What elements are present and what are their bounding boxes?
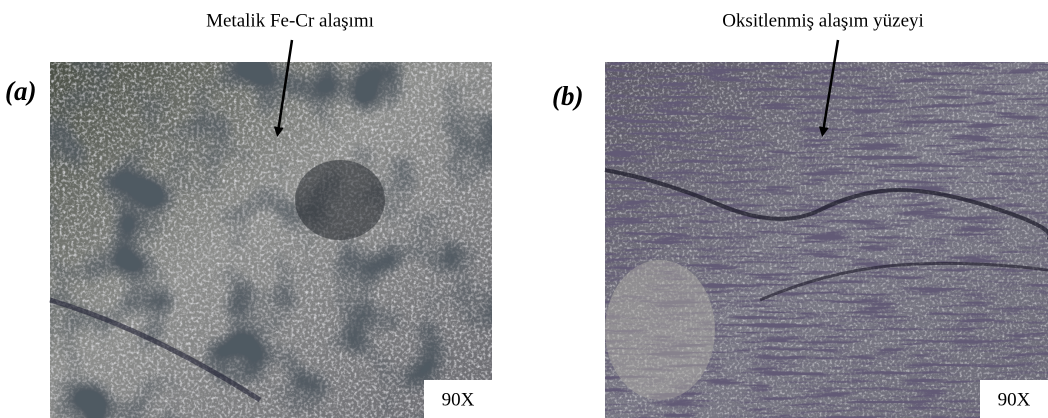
magnification: 90X [998,389,1031,410]
panel-label: (b) [552,81,583,111]
panel-label: (a) [5,76,36,106]
panel-a: Metalik Fe-Cr alaşımı (a) 90X [5,10,492,418]
panel-b: Oksitlenmiş alaşım yüzeyi (b) 90X [552,10,1048,418]
caption: Oksitlenmiş alaşım yüzeyi [722,10,924,31]
magnification: 90X [442,389,475,410]
caption: Metalik Fe-Cr alaşımı [206,10,374,31]
dark-region [295,160,385,240]
micrograph-texture [50,62,492,418]
figure: Metalik Fe-Cr alaşımı (a) 90X Oksitlenmi… [0,0,1048,418]
bright-region [605,260,715,400]
